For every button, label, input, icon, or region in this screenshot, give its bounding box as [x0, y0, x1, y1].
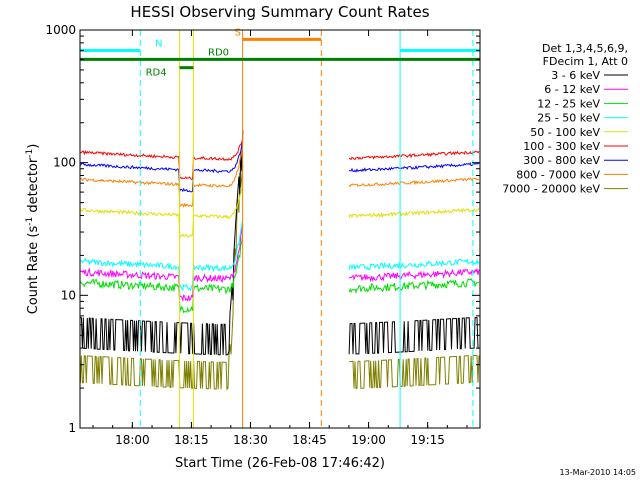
chart-title: HESSI Observing Summary Count Rates	[130, 3, 429, 21]
flag-label: RD0	[208, 47, 229, 58]
y-axis-label-sup: -1	[25, 217, 35, 226]
legend-entry-label: 12 - 25 keV	[537, 97, 600, 110]
flag-layer: N S RD0 RD4	[80, 27, 480, 79]
legend-entry-label: 300 - 800 keV	[523, 154, 600, 167]
legend-entry-label: 6 - 12 keV	[544, 83, 600, 96]
plot-frame	[79, 29, 481, 429]
legend-entry-label: 800 - 7000 keV	[516, 168, 600, 181]
x-tick-label: 19:15	[410, 433, 445, 447]
series-800-7000kev	[80, 145, 480, 208]
vline-layer	[139, 30, 474, 428]
legend-entry-label: 100 - 300 keV	[523, 140, 600, 153]
legend-entry-label: 50 - 100 keV	[530, 126, 600, 139]
x-tick-label: 18:45	[292, 433, 327, 447]
series-6-12kev	[80, 224, 480, 303]
y-axis: 1 10 100 1000	[45, 23, 480, 435]
series-25-50kev	[80, 218, 480, 292]
y-axis-label-part: )	[26, 144, 41, 149]
x-tick-label: 18:30	[233, 433, 268, 447]
series-line	[80, 130, 479, 356]
legend-entry-label: 7000 - 20000 keV	[502, 183, 600, 196]
series-line	[79, 232, 480, 314]
y-tick-label: 1000	[45, 23, 76, 37]
flag-label: S	[235, 27, 241, 38]
series-3-6kev	[80, 130, 479, 356]
series-line	[80, 218, 480, 292]
legend-entry-label: 3 - 6 keV	[551, 69, 600, 82]
y-axis-label-part: Count Rate (s	[26, 226, 41, 315]
series-100-300kev	[80, 138, 480, 181]
y-axis-label-part: detector	[26, 157, 41, 217]
x-tick-label: 18:00	[115, 433, 150, 447]
series-50-100kev	[79, 186, 480, 238]
series-line	[80, 224, 480, 303]
series-7000-20000kev	[79, 165, 480, 391]
series-300-800kev	[79, 141, 480, 193]
y-tick-label: 1	[68, 421, 76, 435]
x-axis-label: Start Time (26-Feb-08 17:46:42)	[175, 456, 385, 471]
x-axis: 18:00 18:15 18:30 18:45 19:00 19:15	[92, 30, 468, 447]
flag-label: N	[155, 39, 162, 50]
legend-header-line: FDecim 1, Att 0	[543, 55, 628, 68]
y-tick-label: 10	[61, 288, 76, 302]
y-tick-label: 100	[53, 156, 76, 170]
series-line	[79, 165, 480, 391]
footer-timestamp: 13-Mar-2010 14:05	[560, 468, 637, 477]
y-axis-label: Count Rate (s-1 detector-1)	[25, 144, 41, 315]
x-tick-label: 19:00	[351, 433, 386, 447]
legend-header-line: Det 1,3,4,5,6,9,	[542, 42, 628, 55]
series-12-25kev	[79, 232, 480, 314]
series-line	[79, 141, 480, 193]
series-line	[80, 138, 480, 181]
series-line	[80, 145, 480, 208]
series-layer	[79, 130, 480, 391]
x-tick-label: 18:15	[174, 433, 209, 447]
series-line	[79, 186, 480, 238]
legend-entry-label: 25 - 50 keV	[537, 112, 600, 125]
flag-label: RD4	[146, 68, 167, 79]
y-axis-label-sup: -1	[25, 149, 35, 158]
legend: Det 1,3,4,5,6,9, FDecim 1, Att 0 3 - 6 k…	[502, 42, 628, 196]
